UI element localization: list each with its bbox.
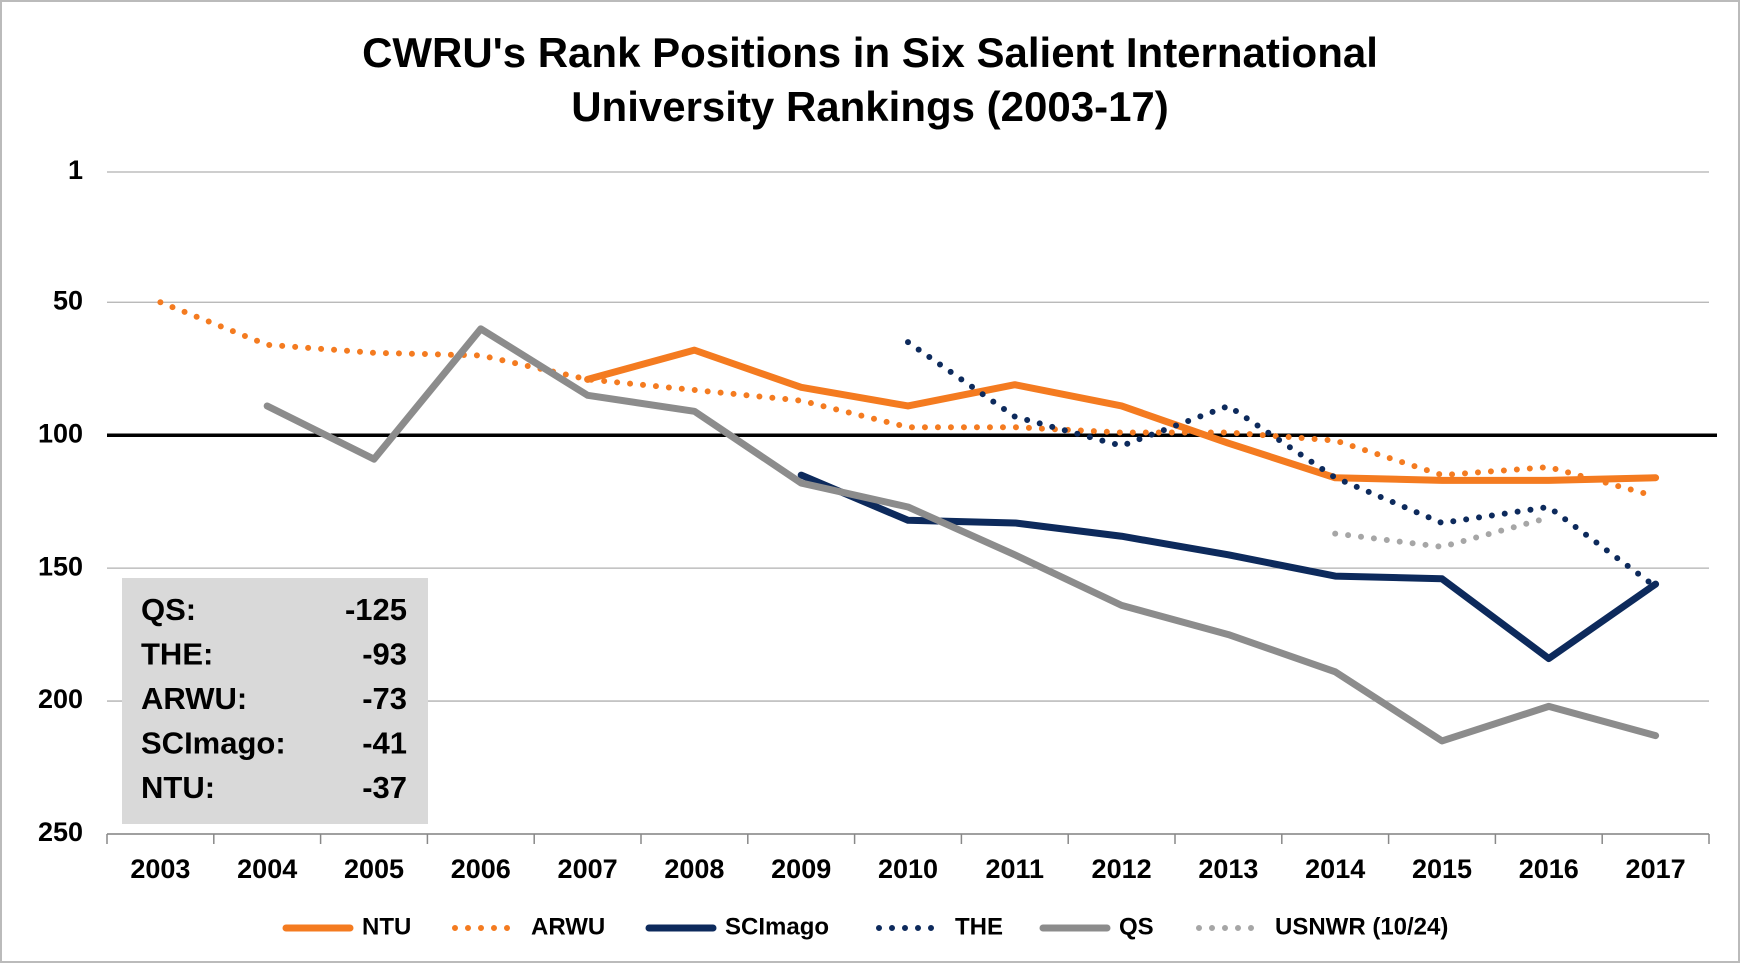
summary-label: NTU: (141, 770, 215, 805)
legend-label: ARWU (531, 913, 605, 940)
summary-value: -93 (362, 637, 407, 672)
x-tick-label: 2012 (1092, 854, 1152, 884)
series-line (1332, 514, 1552, 550)
legend-label: THE (955, 913, 1003, 940)
series-line (157, 299, 1659, 500)
y-tick-label: 100 (38, 418, 83, 448)
x-tick-label: 2013 (1198, 854, 1258, 884)
summary-label: SCImago: (141, 726, 286, 761)
series-line (263, 325, 1660, 745)
x-tick-label: 2008 (664, 854, 724, 884)
summary-label: ARWU: (141, 681, 247, 716)
legend-label: USNWR (10/24) (1275, 913, 1448, 940)
y-tick-label: 50 (53, 285, 83, 315)
x-tick-label: 2017 (1626, 854, 1686, 884)
y-tick-label: 200 (38, 684, 83, 714)
chart-title: CWRU's Rank Positions in Six Salient Int… (362, 29, 1378, 130)
x-tick-label: 2005 (344, 854, 404, 884)
x-tick-label: 2010 (878, 854, 938, 884)
x-tick-label: 2016 (1519, 854, 1579, 884)
x-tick-label: 2015 (1412, 854, 1472, 884)
y-tick-label: 150 (38, 551, 83, 581)
x-tick-label: 2014 (1305, 854, 1365, 884)
x-tick-label: 2004 (237, 854, 297, 884)
x-tick-label: 2011 (986, 854, 1045, 884)
summary-value: -37 (362, 770, 407, 805)
summary-value: -125 (345, 592, 407, 627)
summary-value: -73 (362, 681, 407, 716)
x-tick-label: 2007 (558, 854, 618, 884)
summary-value: -41 (362, 726, 407, 761)
legend-label: NTU (362, 913, 411, 940)
legend-label: SCImago (725, 913, 829, 940)
x-tick-label: 2006 (451, 854, 511, 884)
legend-label: QS (1119, 913, 1154, 940)
y-tick-label: 250 (38, 817, 83, 847)
x-tick-label: 2009 (771, 854, 831, 884)
series-line (584, 346, 1660, 484)
x-tick-label: 2003 (130, 854, 190, 884)
y-tick-label: 1 (68, 155, 83, 185)
summary-box (122, 578, 428, 824)
series-line (905, 339, 1659, 590)
summary-label: THE: (141, 637, 213, 672)
summary-label: QS: (141, 592, 196, 627)
